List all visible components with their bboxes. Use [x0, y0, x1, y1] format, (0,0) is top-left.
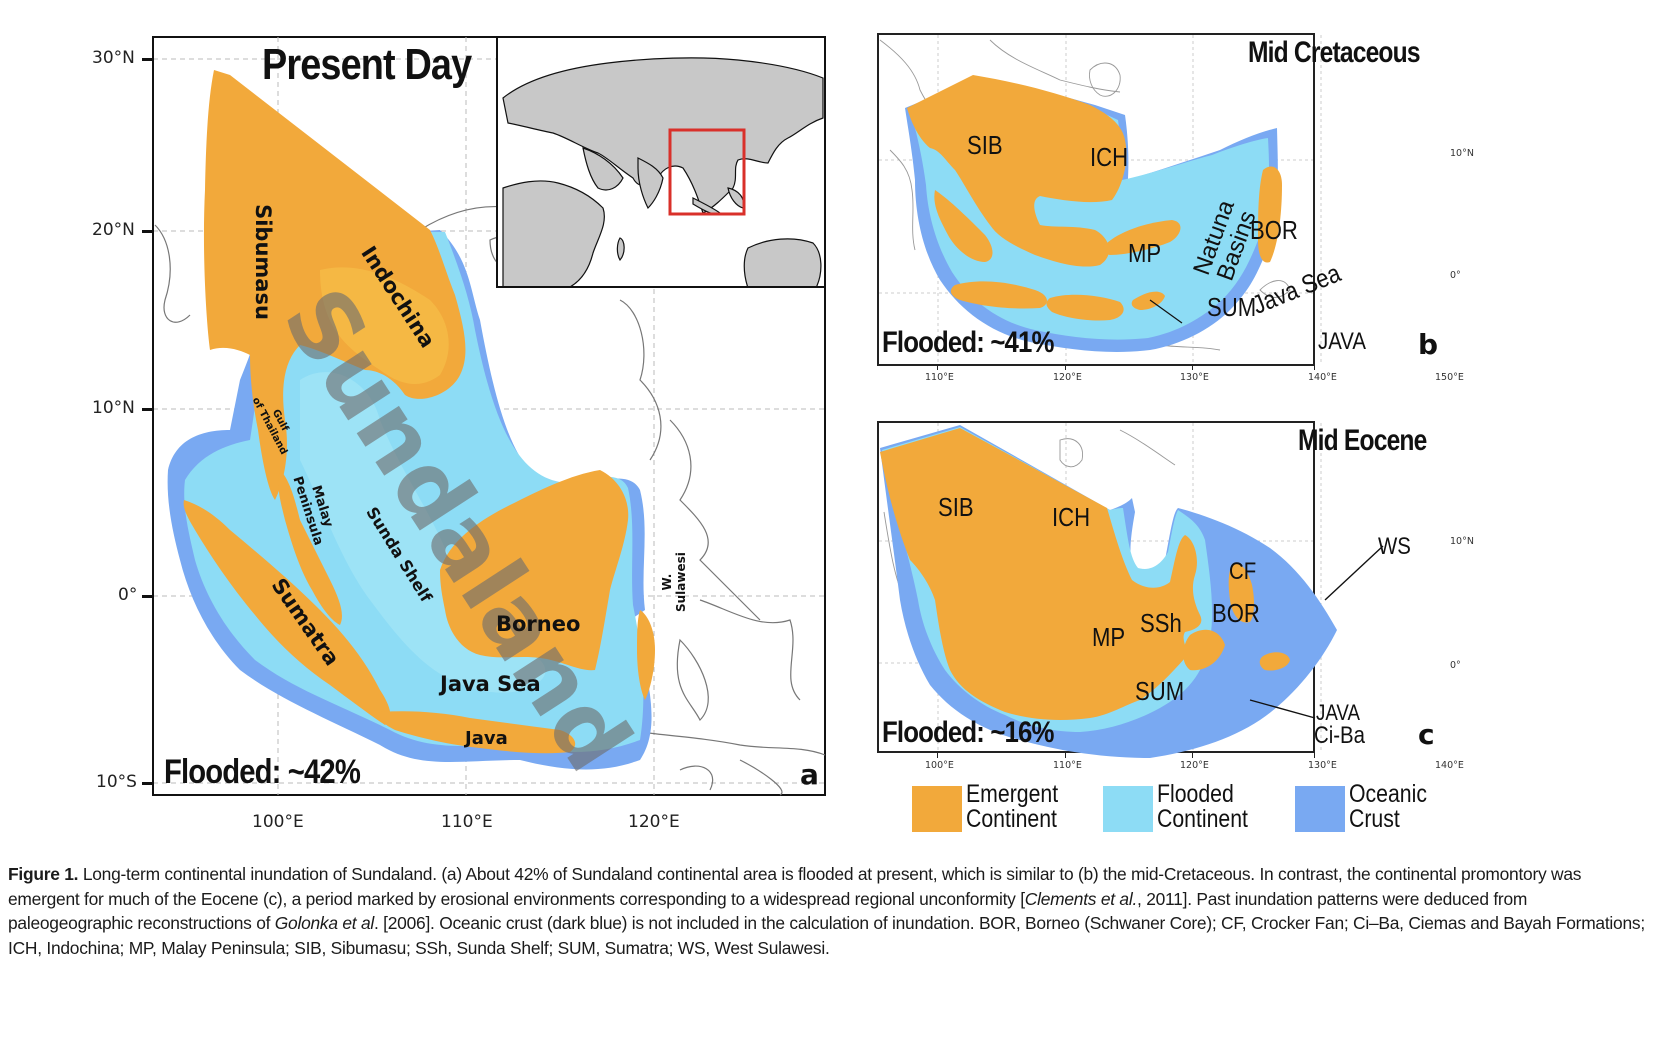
panel-b-x-tick-120e: 120°E — [1053, 372, 1082, 383]
caption-text-2: , 2011]. Past inundation patterns were d… — [8, 888, 1528, 934]
panel-c-x-tick-130e: 130°E — [1308, 760, 1337, 771]
caption-citation-golonka: Golonka et al — [274, 913, 375, 933]
label-c-bor: BOR — [1212, 598, 1260, 628]
legend-item-flooded: Flooded Continent — [1103, 782, 1264, 832]
panel-a-present-day: 30°N 20°N 10°N 0° 10°S 100°E 110°E 120°E… — [0, 0, 840, 850]
label-b-ich: ICH — [1090, 142, 1129, 172]
label-w-sulawesi: W. Sulawesi — [660, 552, 688, 612]
figure-caption: Figure 1. Long-term continental inundati… — [8, 862, 1648, 960]
label-c-sib: SIB — [938, 492, 974, 522]
panel-a-title: Present Day — [262, 40, 472, 89]
panel-c-y-tick-10n: 10°N — [1450, 536, 1474, 547]
panel-b-map — [879, 35, 1322, 364]
label-b-bor: BOR — [1250, 215, 1298, 245]
panel-b-mid-cretaceous: 110°E 120°E 130°E 140°E 150°E 10°N 0° Mi… — [860, 0, 1654, 400]
label-b-sum: SUM — [1207, 292, 1257, 322]
panel-a-map — [153, 37, 826, 796]
panel-b-y-tick-10n: 10°N — [1450, 148, 1474, 159]
legend-swatch-oceanic — [1295, 786, 1345, 832]
legend-flooded-line2: Continent — [1157, 805, 1248, 833]
panel-c-letter: c — [1418, 718, 1435, 751]
panel-a-y-tick-10s: 10°S — [96, 772, 137, 792]
legend-oceanic-line2: Crust — [1349, 805, 1400, 833]
panel-a-x-tick-110e: 110°E — [441, 812, 493, 832]
panel-a-y-tick-20n: 20°N — [92, 220, 135, 240]
label-sibumasu: Sibumasu — [250, 204, 275, 320]
label-c-cf: CF — [1229, 558, 1257, 585]
label-c-ssh: SSh — [1140, 608, 1182, 638]
panel-b-x-tick-110e: 110°E — [925, 372, 954, 383]
legend: Emergent Continent Flooded Continent Oce… — [910, 782, 1470, 842]
label-b-java: JAVA — [1318, 328, 1366, 355]
panel-a-letter: a — [800, 758, 819, 791]
panel-c-x-tick-110e: 110°E — [1053, 760, 1082, 771]
panel-c-x-tick-120e: 120°E — [1180, 760, 1209, 771]
inset-highlight-box — [668, 128, 746, 216]
caption-citation-clements: Clements et al. — [1024, 888, 1138, 909]
panel-c-mid-eocene: 100°E 110°E 120°E 130°E 140°E 10°N 0° Mi… — [860, 400, 1654, 860]
inset-world-map — [496, 36, 826, 288]
w-sulawesi-line1: W. — [660, 573, 674, 591]
label-b-sib: SIB — [967, 130, 1003, 160]
panel-c-flooded-label: Flooded: ~16% — [882, 716, 1054, 749]
panel-a-x-tick-120e: 120°E — [628, 812, 680, 832]
legend-emergent-line1: Emergent — [966, 780, 1059, 808]
panel-c-y-tick-0: 0° — [1450, 660, 1461, 671]
panel-a-y-tick-10n: 10°N — [92, 398, 135, 418]
panel-b-title: Mid Cretaceous — [1248, 36, 1421, 69]
panel-b-flooded-label: Flooded: ~41% — [882, 326, 1054, 359]
panel-a-y-tick-30n: 30°N — [92, 48, 135, 68]
panel-b-x-tick-140e: 140°E — [1308, 372, 1337, 383]
label-c-ciba: Ci-Ba — [1314, 722, 1366, 749]
label-borneo: Borneo — [496, 612, 581, 636]
label-b-mp: MP — [1128, 238, 1162, 268]
legend-label-oceanic: Oceanic Crust — [1349, 782, 1427, 832]
panel-c-x-tick-140e: 140°E — [1435, 760, 1464, 771]
panel-b-letter: b — [1418, 328, 1439, 361]
legend-item-emergent: Emergent Continent — [912, 782, 1074, 832]
legend-oceanic-line1: Oceanic — [1349, 780, 1427, 808]
legend-swatch-emergent — [912, 786, 962, 832]
caption-text-1: Long-term continental inundation of Sund… — [8, 864, 1582, 909]
panel-a-flooded-label: Flooded: ~42% — [164, 753, 361, 791]
caption-figure-label: Figure 1. — [8, 864, 79, 884]
legend-label-emergent: Emergent Continent — [966, 782, 1058, 832]
panel-c-x-tick-100e: 100°E — [925, 760, 954, 771]
label-java: Java — [465, 728, 508, 749]
label-c-java: JAVA — [1316, 700, 1361, 725]
label-java-sea: Java Sea — [440, 672, 541, 696]
legend-label-flooded: Flooded Continent — [1157, 782, 1248, 832]
legend-item-oceanic: Oceanic Crust — [1295, 782, 1441, 832]
panel-c-map — [879, 423, 1384, 758]
label-c-mp: MP — [1092, 622, 1126, 652]
panel-a-x-tick-100e: 100°E — [252, 812, 304, 832]
panel-b-y-tick-0: 0° — [1450, 270, 1461, 281]
legend-swatch-flooded — [1103, 786, 1153, 832]
legend-emergent-line2: Continent — [966, 805, 1057, 833]
panel-a-frame — [152, 36, 826, 796]
panel-b-frame — [877, 33, 1315, 366]
label-c-ws: WS — [1378, 533, 1411, 560]
legend-flooded-line1: Flooded — [1157, 780, 1234, 808]
w-sulawesi-line2: Sulawesi — [674, 552, 688, 612]
label-c-sum: SUM — [1135, 676, 1185, 706]
panel-b-x-tick-150e: 150°E — [1435, 372, 1464, 383]
panel-a-y-tick-0: 0° — [118, 585, 138, 605]
panel-c-title: Mid Eocene — [1298, 424, 1427, 457]
label-c-ich: ICH — [1052, 502, 1091, 532]
caption-text-3: . [2006]. Oceanic crust (dark blue) is n… — [8, 913, 1645, 958]
panel-b-x-tick-130e: 130°E — [1180, 372, 1209, 383]
